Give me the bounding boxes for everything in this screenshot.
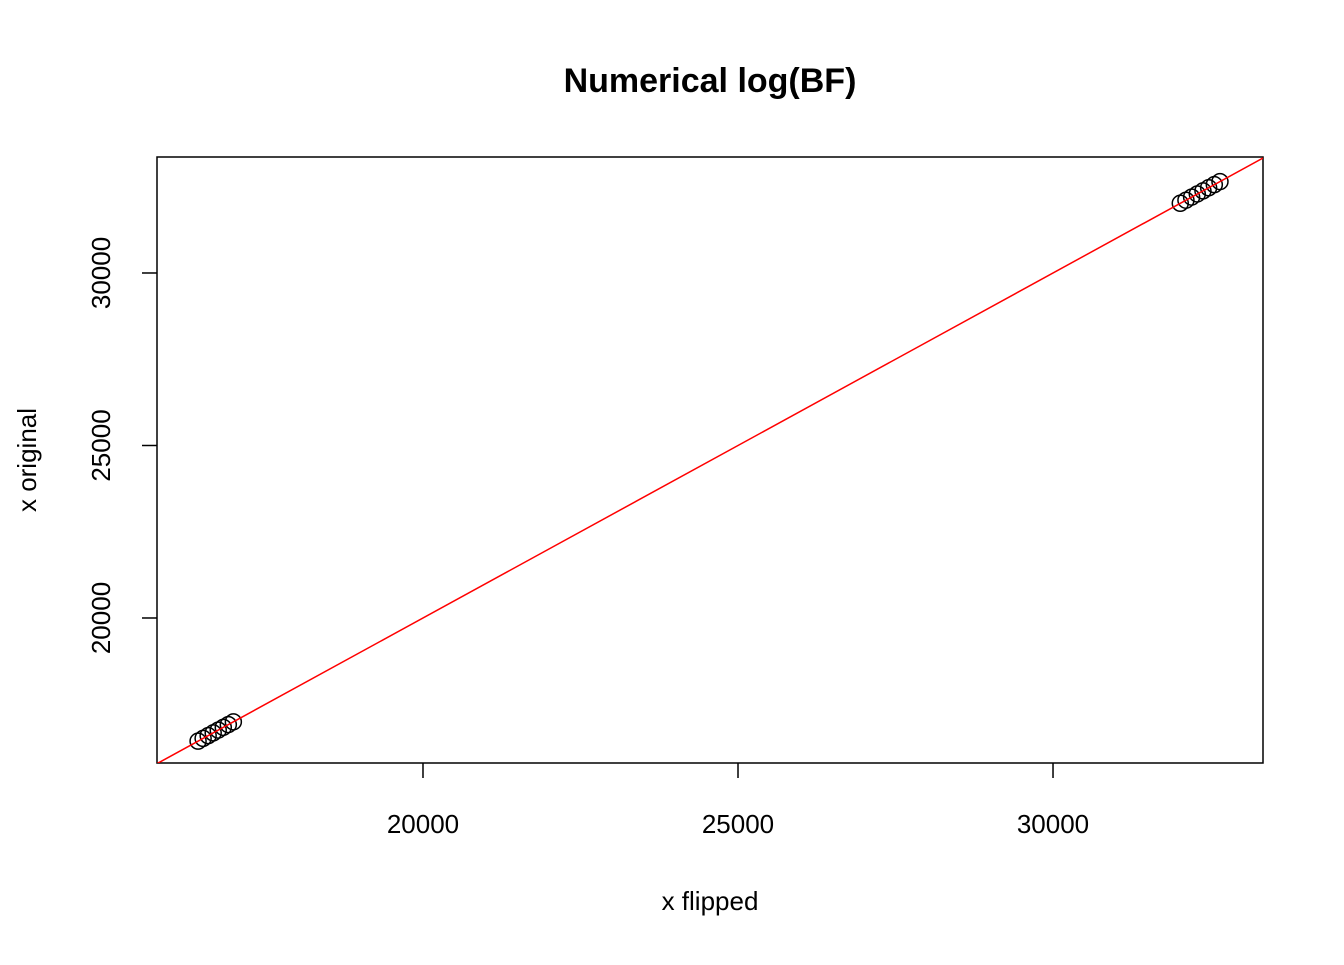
- x-tick-label: 30000: [1017, 809, 1089, 839]
- point: [1211, 172, 1229, 191]
- y-tick-label: 25000: [86, 409, 116, 481]
- reference-line: [157, 157, 1263, 763]
- x-tick-label: 25000: [702, 809, 774, 839]
- plot-box: [156, 156, 1264, 764]
- plot-area: [157, 157, 1263, 763]
- point: [224, 713, 243, 731]
- chart-title: Numerical log(BF): [564, 62, 857, 100]
- x-tick-label: 20000: [387, 809, 459, 839]
- y-tick-label: 20000: [86, 582, 116, 654]
- y-axis-label: x original: [12, 408, 42, 512]
- y-tick-label: 30000: [86, 237, 116, 309]
- x-axis-label: x flipped: [662, 886, 759, 916]
